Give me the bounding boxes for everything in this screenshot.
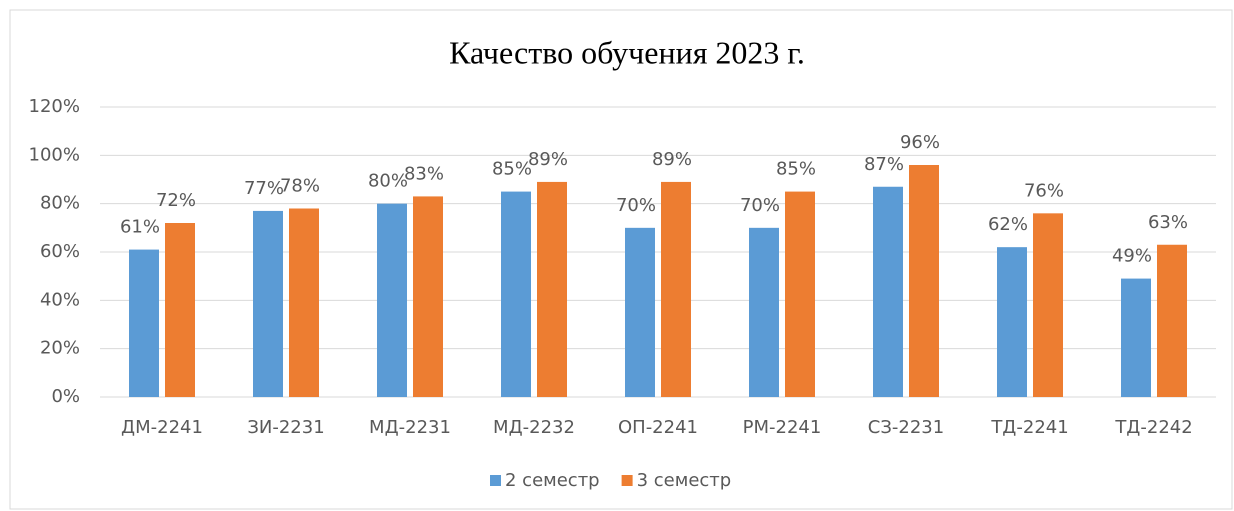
data-label: 70% xyxy=(616,195,656,216)
bar xyxy=(377,203,407,397)
bar xyxy=(909,165,939,397)
bar xyxy=(1121,278,1151,397)
bar xyxy=(997,247,1027,397)
x-tick-label: ЗИ-2231 xyxy=(247,417,324,438)
data-label: 70% xyxy=(740,195,780,216)
x-tick-label: ТД-2241 xyxy=(990,417,1068,438)
bar xyxy=(1033,213,1063,397)
bar xyxy=(661,181,691,397)
data-label: 83% xyxy=(404,163,444,184)
chart-border xyxy=(9,9,1233,510)
data-label: 89% xyxy=(652,149,692,170)
y-tick-label: 60% xyxy=(40,241,80,262)
bar xyxy=(413,196,443,397)
x-tick-label: РМ-2241 xyxy=(743,417,822,438)
data-label: 85% xyxy=(492,159,532,180)
chart-title: Качество обучения 2023 г. xyxy=(449,34,805,70)
bar xyxy=(785,191,815,397)
y-tick-label: 0% xyxy=(51,386,80,407)
data-label: 78% xyxy=(280,176,320,197)
data-label: 87% xyxy=(864,154,904,175)
bar xyxy=(129,249,159,397)
x-tick-label: МД-2231 xyxy=(369,417,451,438)
bar xyxy=(625,227,655,397)
legend-label: 2 семестр xyxy=(505,470,600,491)
bar xyxy=(289,208,319,397)
data-label: 77% xyxy=(244,178,284,199)
bar xyxy=(749,227,779,397)
y-tick-label: 20% xyxy=(40,338,80,359)
bar xyxy=(501,191,531,397)
data-label: 49% xyxy=(1112,246,1152,267)
y-tick-label: 40% xyxy=(40,289,80,310)
x-tick-label: СЗ-2231 xyxy=(868,417,944,438)
y-tick-label: 120% xyxy=(29,96,80,117)
x-tick-label: МД-2232 xyxy=(493,417,575,438)
data-label: 62% xyxy=(988,214,1028,235)
y-tick-label: 80% xyxy=(40,193,80,214)
legend-swatch xyxy=(490,475,501,486)
x-tick-label: ДМ-2241 xyxy=(121,417,203,438)
legend-swatch xyxy=(621,475,633,486)
x-tick-label: ТД-2242 xyxy=(1114,417,1192,438)
bar xyxy=(537,181,567,397)
bar xyxy=(873,186,903,397)
y-tick-label: 100% xyxy=(29,144,80,165)
data-label: 63% xyxy=(1148,212,1188,233)
bar xyxy=(253,210,283,397)
data-label: 72% xyxy=(156,190,196,211)
data-label: 80% xyxy=(368,171,408,192)
bar xyxy=(1157,244,1187,397)
data-label: 61% xyxy=(120,217,160,238)
data-label: 85% xyxy=(776,159,816,180)
x-tick-label: ОП-2241 xyxy=(618,417,698,438)
data-label: 89% xyxy=(528,149,568,170)
data-label: 76% xyxy=(1024,180,1064,201)
bar xyxy=(165,223,195,397)
data-label: 96% xyxy=(900,132,940,153)
legend-label: 3 семестр xyxy=(637,470,732,491)
